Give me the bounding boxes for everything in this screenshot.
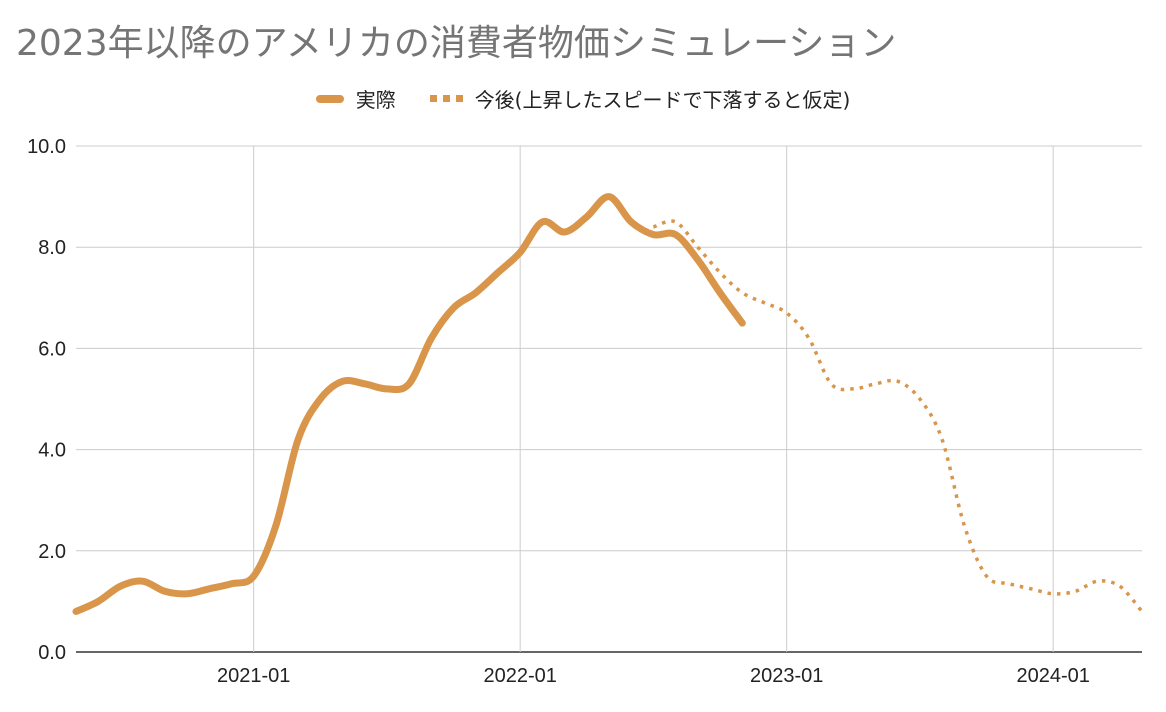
x-tick-label: 2024-01: [1016, 665, 1089, 687]
y-tick-label: 8.0: [38, 237, 66, 259]
chart-title: 2023年以降のアメリカの消費者物価シミュレーション: [16, 23, 897, 64]
x-tick-label: 2023-01: [750, 665, 823, 687]
legend-swatch-solid: [315, 94, 344, 103]
x-tick-label: 2021-01: [217, 665, 290, 687]
legend: 実際 今後(上昇したスピードで下落すると仮定): [0, 84, 1166, 113]
legend-swatch-dotted: [429, 95, 463, 102]
x-tick-label: 2022-01: [483, 665, 556, 687]
y-tick-label: 4.0: [38, 440, 66, 462]
legend-label-forecast: 今後(上昇したスピードで下落すると仮定): [474, 88, 851, 112]
y-tick-label: 10.0: [27, 136, 66, 158]
y-tick-label: 2.0: [38, 541, 66, 563]
legend-item-forecast: 今後(上昇したスピードで下落すると仮定): [429, 84, 851, 113]
legend-item-actual: 実際: [315, 84, 396, 113]
legend-label-actual: 実際: [355, 88, 396, 112]
y-tick-label: 0.0: [38, 642, 66, 664]
series-line-actual: [72, 193, 746, 615]
y-tick-label: 6.0: [38, 338, 66, 360]
series-line-forecast: [652, 219, 1144, 613]
